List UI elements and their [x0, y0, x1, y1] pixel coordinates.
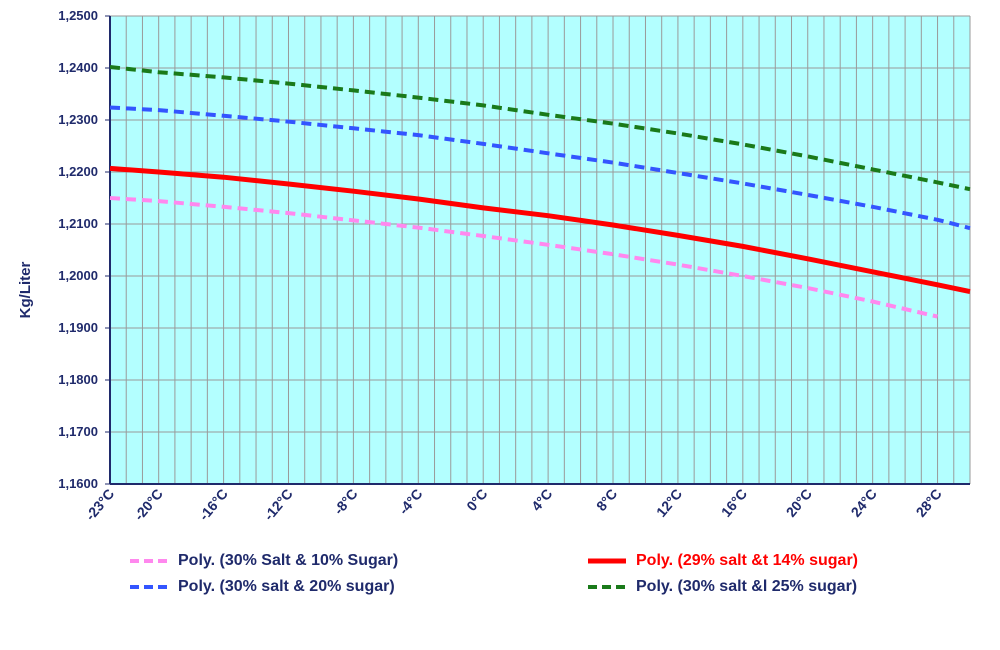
- x-tick-label: 16°C: [718, 486, 750, 520]
- legend-item-series-4: Poly. (30% salt &l 25% sugar): [586, 578, 857, 596]
- y-axis-title: Kg/Liter: [17, 262, 34, 319]
- x-tick-label: 28°C: [912, 486, 944, 520]
- legend-item-series-1: Poly. (30% Salt & 10% Sugar): [128, 552, 398, 570]
- legend-label-series-1: Poly. (30% Salt & 10% Sugar): [178, 552, 399, 569]
- y-tick-labels: 1,1600 1,1700 1,1800 1,1900 1,2000 1,2100 1,22…: [58, 8, 110, 491]
- y-tick-label: 1,2500: [58, 8, 98, 23]
- y-tick-label: 1,2100: [58, 216, 98, 231]
- y-tick-label: 1,2200: [58, 164, 98, 179]
- axes: [109, 16, 970, 485]
- y-tick-label: 1,1600: [58, 476, 98, 491]
- legend-label-series-3: Poly. (30% salt & 20% sugar): [178, 578, 395, 595]
- legend-swatch-green: [586, 581, 628, 593]
- legend-swatch-blue: [128, 581, 170, 593]
- series-line-1: [109, 196, 938, 319]
- series-line-2: [109, 165, 971, 295]
- y-tick-label: 1,2400: [58, 60, 98, 75]
- legend: Poly. (30% Salt & 10% Sugar) Poly. (29% …: [0, 548, 1000, 608]
- x-tick-label: 12°C: [653, 486, 685, 520]
- x-tick-label: 4°C: [528, 486, 555, 514]
- legend-label-series-2: Poly. (29% salt &t 14% sugar): [636, 552, 858, 569]
- x-tick-label: -16°C: [196, 486, 231, 524]
- density-chart: 1,1600 1,1700 1,1800 1,1900 1,2000 1,2100 1,22…: [17, 8, 971, 524]
- x-tick-label: 20°C: [783, 486, 815, 520]
- y-tick-label: 1,1700: [58, 424, 98, 439]
- grid-lines: [109, 15, 971, 485]
- x-tick-labels: -23°C -20°C -16°C -12°C -8°C -4°C 0°C 4°C 8°C 12°…: [82, 486, 945, 524]
- legend-swatch-red: [586, 555, 628, 567]
- y-tick-label: 1,1800: [58, 372, 98, 387]
- x-tick-label: -12°C: [260, 486, 295, 524]
- legend-item-series-3: Poly. (30% salt & 20% sugar): [128, 578, 395, 596]
- series-lines: [109, 65, 971, 319]
- x-tick-label: -4°C: [395, 486, 425, 518]
- x-tick-label: 0°C: [463, 486, 490, 514]
- series-line-3: [109, 105, 971, 231]
- y-tick-label: 1,1900: [58, 320, 98, 335]
- plot-area: [110, 16, 970, 484]
- legend-item-series-2: Poly. (29% salt &t 14% sugar): [586, 552, 858, 570]
- y-tick-label: 1,2000: [58, 268, 98, 283]
- y-tick-label: 1,2300: [58, 112, 98, 127]
- x-tick-label: -20°C: [131, 486, 166, 524]
- x-tick-label: 24°C: [848, 486, 880, 520]
- legend-label-series-4: Poly. (30% salt &l 25% sugar): [636, 578, 858, 595]
- x-tick-label: -8°C: [330, 486, 360, 518]
- x-tick-label: -23°C: [82, 486, 117, 524]
- x-tick-label: 8°C: [593, 486, 620, 514]
- series-line-4: [109, 65, 971, 192]
- legend-swatch-pink: [128, 555, 170, 567]
